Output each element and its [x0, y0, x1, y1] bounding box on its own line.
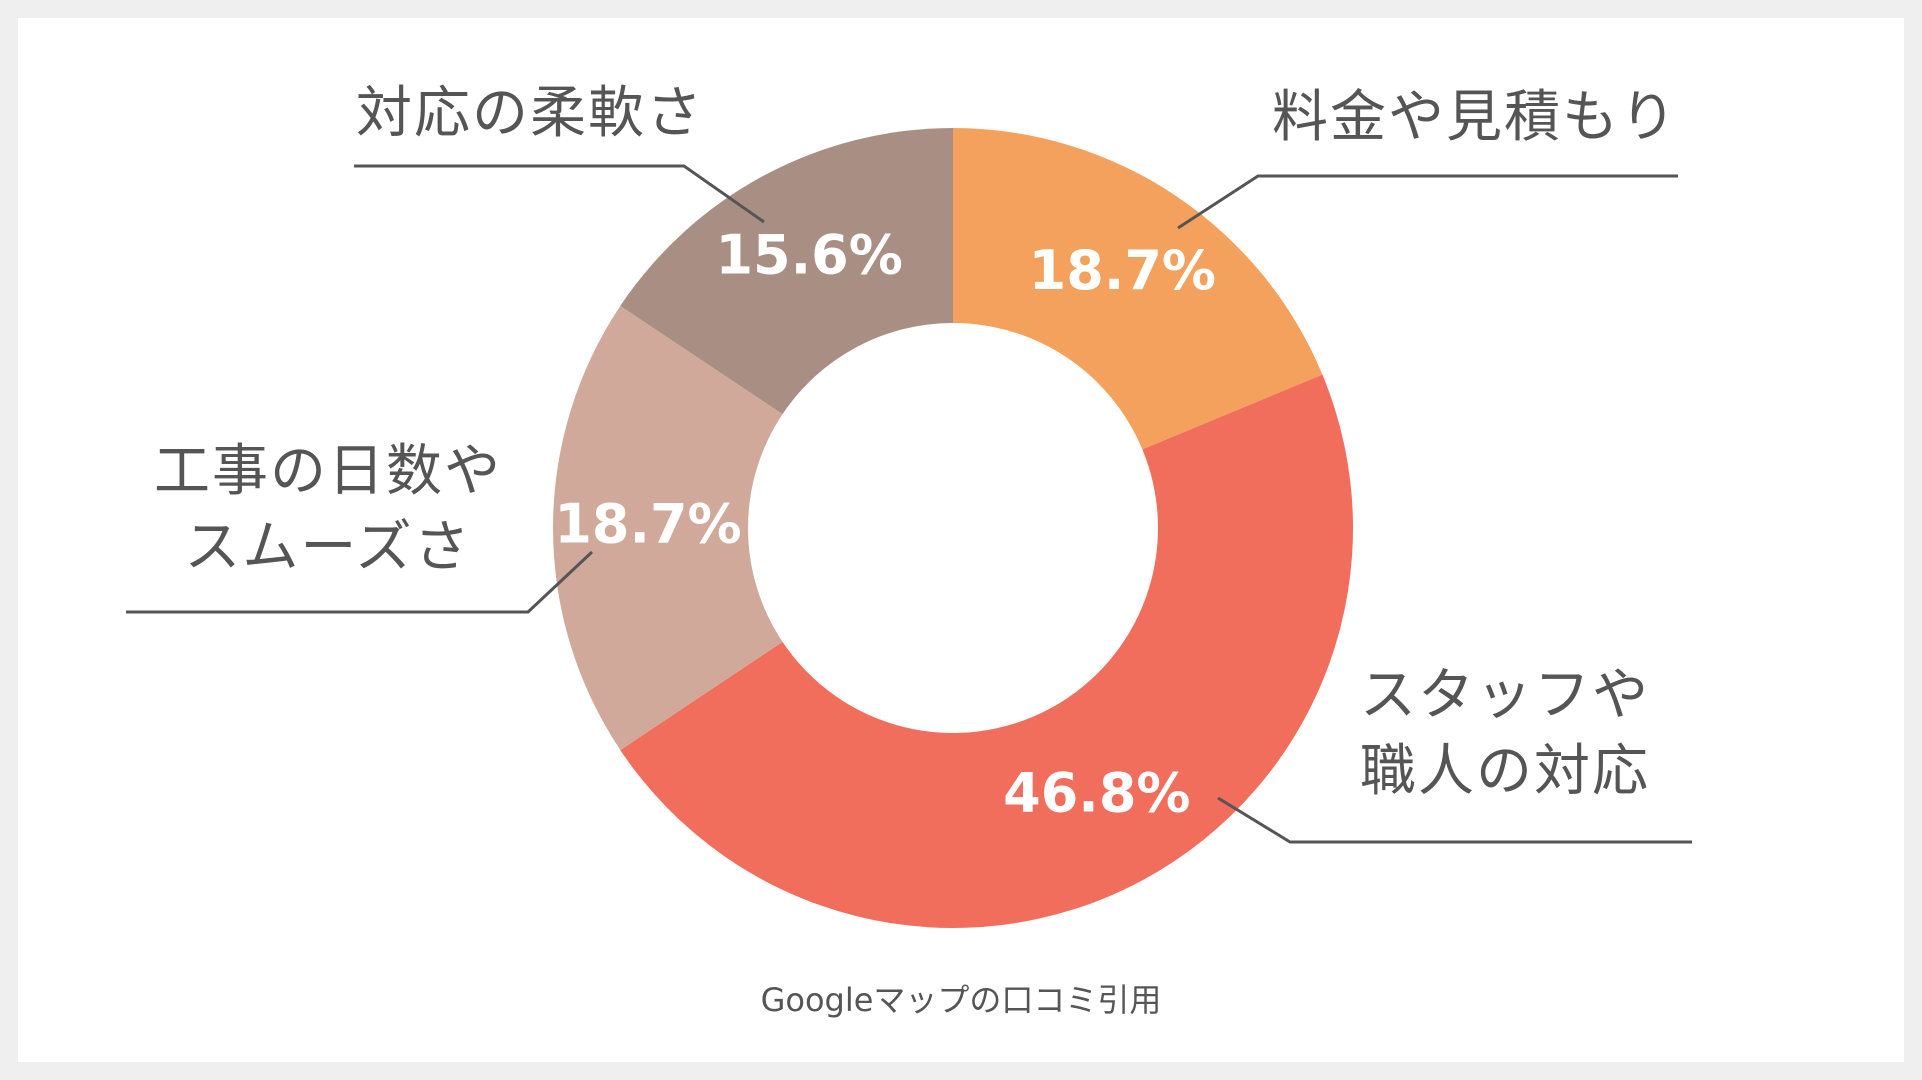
donut-slices	[552, 128, 1354, 929]
label-staff-line1: スタッフや	[1360, 663, 1650, 728]
leader-line-flex	[354, 164, 765, 224]
slice-staff	[620, 374, 1354, 929]
source-note: Googleマップの口コミ引用	[760, 981, 1162, 1019]
leader-lines	[126, 164, 1692, 844]
label-flex: 対応の柔軟さ	[356, 76, 704, 152]
label-flex-line1: 対応の柔軟さ	[356, 81, 704, 146]
value-label-flex: 15.6%	[715, 224, 902, 287]
label-staff-line2: 職人の対応	[1360, 739, 1650, 804]
label-fee: 料金や見積もり	[1272, 80, 1678, 156]
leader-line-days	[126, 550, 594, 614]
label-days-line2: スムーズさ	[184, 515, 472, 580]
value-label-days: 18.7%	[554, 493, 741, 556]
label-days: 工事の日数や スムーズさ	[154, 434, 502, 586]
label-days-line1: 工事の日数や	[154, 439, 502, 504]
value-label-staff: 46.8%	[1003, 762, 1190, 825]
leader-line-fee	[1177, 174, 1678, 230]
leader-line-staff	[1217, 796, 1692, 844]
slice-days	[552, 305, 783, 751]
slice-fee	[953, 128, 1323, 450]
donut-value-labels: 18.7% 46.8% 18.7% 15.6%	[554, 224, 1216, 825]
slice-flex	[620, 128, 953, 415]
label-fee-line1: 料金や見積もり	[1272, 85, 1678, 150]
value-label-fee: 18.7%	[1029, 239, 1216, 302]
label-staff: スタッフや 職人の対応	[1360, 658, 1650, 810]
